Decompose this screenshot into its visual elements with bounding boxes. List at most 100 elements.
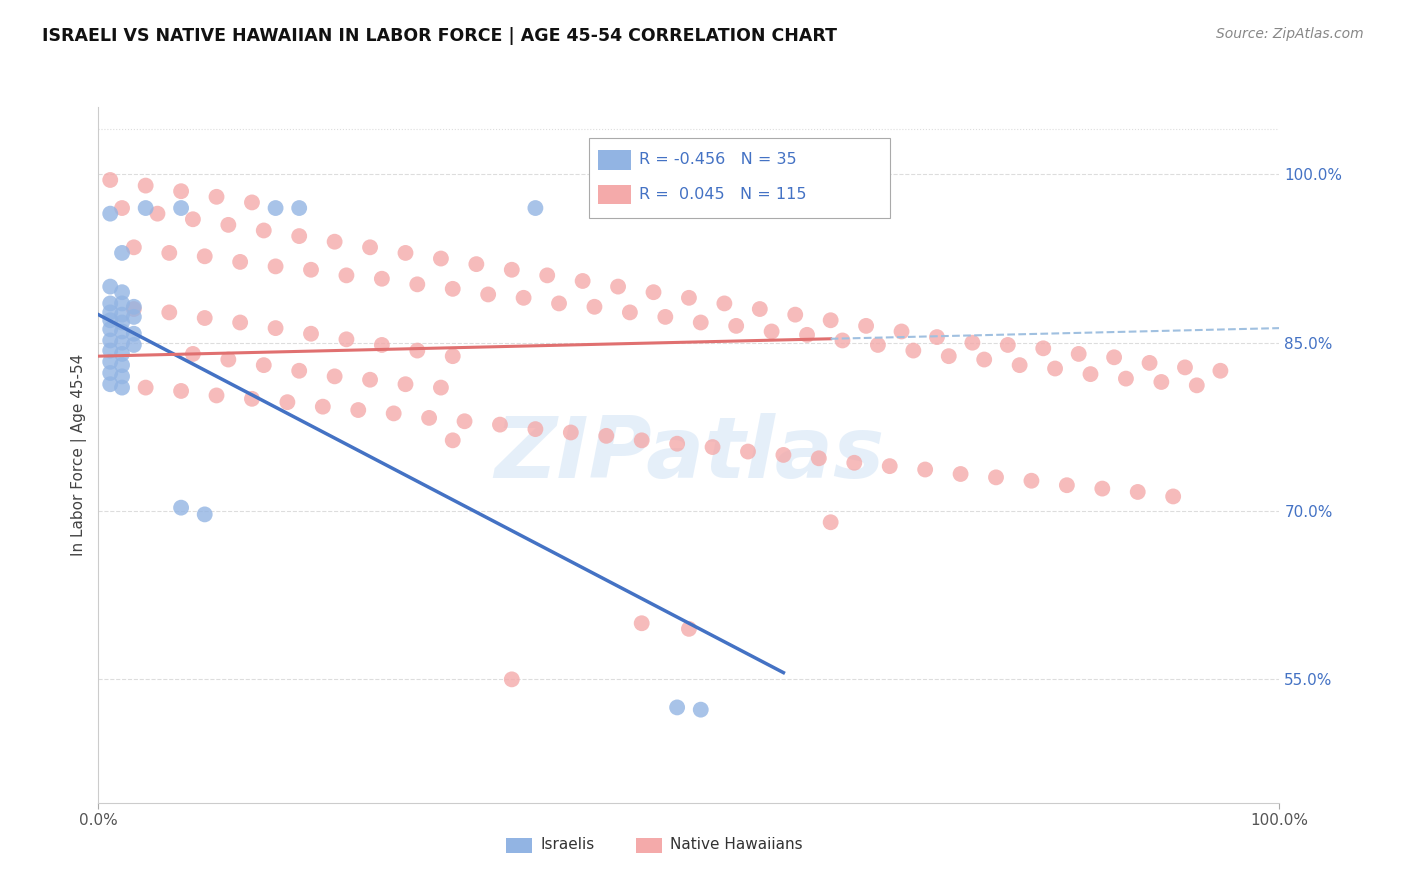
Point bbox=[1161, 490, 1184, 504]
Point bbox=[371, 271, 394, 285]
Point bbox=[135, 178, 157, 193]
Point bbox=[1185, 378, 1208, 392]
Point bbox=[264, 201, 287, 215]
Point bbox=[973, 352, 995, 367]
Text: ISRAELI VS NATIVE HAWAIIAN IN LABOR FORCE | AGE 45-54 CORRELATION CHART: ISRAELI VS NATIVE HAWAIIAN IN LABOR FORC… bbox=[42, 27, 837, 45]
Point bbox=[205, 388, 228, 402]
Point bbox=[111, 285, 134, 300]
Point bbox=[855, 318, 877, 333]
Point bbox=[111, 296, 134, 310]
Point bbox=[98, 173, 121, 187]
Point bbox=[111, 347, 134, 361]
Point bbox=[359, 240, 381, 254]
Point bbox=[678, 622, 700, 636]
Point bbox=[737, 444, 759, 458]
Point bbox=[903, 343, 925, 358]
Point bbox=[111, 316, 134, 330]
Point bbox=[984, 470, 1007, 484]
Point bbox=[98, 305, 121, 319]
Point bbox=[465, 257, 488, 271]
Point bbox=[111, 369, 134, 384]
Point bbox=[489, 417, 512, 432]
Point bbox=[536, 268, 558, 283]
Point bbox=[1139, 356, 1161, 370]
Point bbox=[430, 381, 453, 395]
Point bbox=[512, 291, 534, 305]
Point bbox=[217, 352, 239, 367]
Point bbox=[276, 395, 298, 409]
Point bbox=[122, 310, 145, 324]
Point bbox=[560, 425, 582, 440]
Point bbox=[713, 296, 735, 310]
Point bbox=[607, 279, 630, 293]
Point bbox=[583, 300, 606, 314]
Point bbox=[1032, 341, 1054, 355]
Point bbox=[595, 429, 617, 443]
Point bbox=[441, 349, 464, 363]
Point bbox=[98, 377, 121, 392]
Point bbox=[524, 422, 547, 436]
Point bbox=[501, 673, 523, 687]
Point bbox=[194, 249, 217, 263]
FancyBboxPatch shape bbox=[589, 138, 890, 219]
Point bbox=[122, 326, 145, 341]
Point bbox=[111, 325, 134, 339]
Point bbox=[1126, 485, 1149, 500]
Point bbox=[335, 332, 357, 346]
Point bbox=[1102, 351, 1125, 365]
Point bbox=[170, 201, 193, 215]
Point bbox=[111, 335, 134, 350]
Point bbox=[689, 703, 711, 717]
Point bbox=[98, 355, 121, 369]
Point bbox=[111, 381, 134, 395]
Point bbox=[157, 246, 180, 260]
Point bbox=[453, 414, 475, 428]
Point bbox=[394, 377, 416, 392]
Point bbox=[98, 343, 121, 358]
Point bbox=[1209, 364, 1232, 378]
Point bbox=[1056, 478, 1078, 492]
Point bbox=[323, 369, 346, 384]
Point bbox=[702, 440, 724, 454]
Point bbox=[831, 334, 853, 348]
Point bbox=[406, 277, 429, 292]
Point bbox=[796, 327, 818, 342]
Text: ZIPatlas: ZIPatlas bbox=[494, 413, 884, 497]
Text: R = -0.456   N = 35: R = -0.456 N = 35 bbox=[640, 152, 797, 167]
Point bbox=[807, 451, 830, 466]
Point bbox=[820, 515, 842, 529]
Y-axis label: In Labor Force | Age 45-54: In Labor Force | Age 45-54 bbox=[72, 354, 87, 556]
Point bbox=[1067, 347, 1090, 361]
Text: R =  0.045   N = 115: R = 0.045 N = 115 bbox=[640, 186, 807, 202]
Point bbox=[630, 434, 652, 448]
Point bbox=[170, 384, 193, 398]
Point bbox=[122, 338, 145, 352]
Point bbox=[181, 347, 204, 361]
Point bbox=[299, 262, 322, 277]
Point bbox=[844, 456, 866, 470]
Point bbox=[1021, 474, 1043, 488]
Point bbox=[914, 462, 936, 476]
Point bbox=[288, 201, 311, 215]
FancyBboxPatch shape bbox=[598, 185, 631, 204]
Point bbox=[866, 338, 889, 352]
Point bbox=[643, 285, 665, 300]
Point bbox=[253, 358, 276, 372]
Point bbox=[359, 373, 381, 387]
Point bbox=[619, 305, 641, 319]
Point bbox=[312, 400, 335, 414]
Point bbox=[962, 335, 984, 350]
Point bbox=[299, 326, 322, 341]
Point bbox=[111, 358, 134, 372]
Point bbox=[253, 223, 276, 237]
Point bbox=[288, 364, 311, 378]
Point bbox=[229, 316, 252, 330]
Point bbox=[181, 212, 204, 227]
Point bbox=[98, 207, 121, 221]
Point bbox=[406, 343, 429, 358]
Point bbox=[98, 334, 121, 348]
Point bbox=[925, 330, 948, 344]
Point bbox=[98, 313, 121, 327]
Point bbox=[725, 318, 748, 333]
Point bbox=[571, 274, 593, 288]
